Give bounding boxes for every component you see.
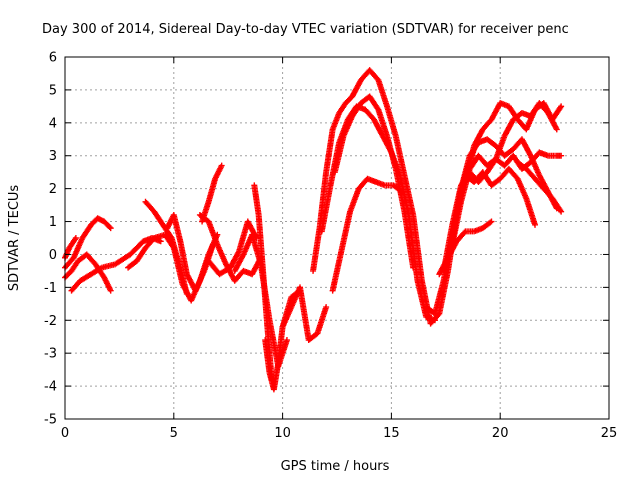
data-point-marker: [106, 224, 113, 231]
data-point: [488, 218, 495, 225]
data-point: [431, 317, 438, 324]
y-tick-label: 5: [49, 83, 57, 98]
data-point: [399, 188, 406, 195]
x-tick-label: 20: [492, 426, 509, 441]
data-track: [514, 159, 565, 215]
data-point: [410, 264, 417, 271]
data-track: [205, 218, 260, 278]
y-tick-label: -1: [44, 281, 57, 296]
y-tick-label: 3: [49, 149, 57, 164]
data-point: [183, 290, 190, 297]
axis-ticks: 0 5 10 15 20 25 -5 -4 -3 -2 -1 0 1 2 3 4 5 6: [44, 51, 617, 442]
data-point: [532, 221, 539, 228]
data-point: [558, 208, 565, 215]
data-point: [72, 235, 79, 241]
y-tick-label: 1: [49, 215, 57, 230]
data-track: [68, 235, 164, 294]
data-track: [279, 284, 330, 344]
data-track: [62, 215, 114, 271]
data-point: [218, 162, 225, 169]
data-point: [107, 287, 114, 294]
data-point: [283, 337, 290, 344]
data-point: [558, 152, 565, 159]
data-track: [62, 235, 79, 261]
y-tick-label: -5: [44, 413, 57, 428]
x-axis-label: GPS time / hours: [281, 459, 390, 474]
plot-frame: [64, 56, 610, 420]
data-track: [436, 218, 495, 278]
data-point-marker: [398, 187, 405, 194]
data-point: [323, 304, 330, 311]
data-point: [553, 126, 560, 133]
y-tick-label: -2: [44, 314, 57, 329]
data-points: [62, 67, 565, 393]
y-tick-label: 2: [49, 182, 57, 197]
chart-title: Day 300 of 2014, Sidereal Day-to-day VTE…: [42, 22, 569, 37]
data-track: [199, 162, 225, 225]
data-point: [107, 225, 114, 232]
data-point-marker: [487, 219, 494, 226]
y-tick-label: -4: [44, 380, 57, 395]
data-track: [142, 198, 190, 297]
y-tick-label: 6: [49, 51, 57, 66]
data-track: [331, 93, 417, 271]
data-track: [318, 103, 438, 324]
x-tick-label: 15: [383, 426, 400, 441]
x-tick-label: 0: [61, 426, 69, 441]
y-tick-label: -3: [44, 347, 57, 362]
data-track: [329, 175, 406, 294]
data-track: [444, 165, 539, 261]
x-tick-label: 10: [274, 426, 291, 441]
data-point: [157, 238, 164, 245]
x-tick-label: 5: [170, 426, 178, 441]
data-track: [251, 182, 275, 383]
y-tick-label: 0: [49, 248, 57, 263]
data-point: [558, 103, 565, 110]
data-point-marker: [461, 229, 468, 236]
y-axis-label: SDTVAR / TECUs: [7, 185, 22, 292]
x-tick-label: 25: [601, 426, 618, 441]
y-tick-label: 4: [49, 116, 57, 131]
